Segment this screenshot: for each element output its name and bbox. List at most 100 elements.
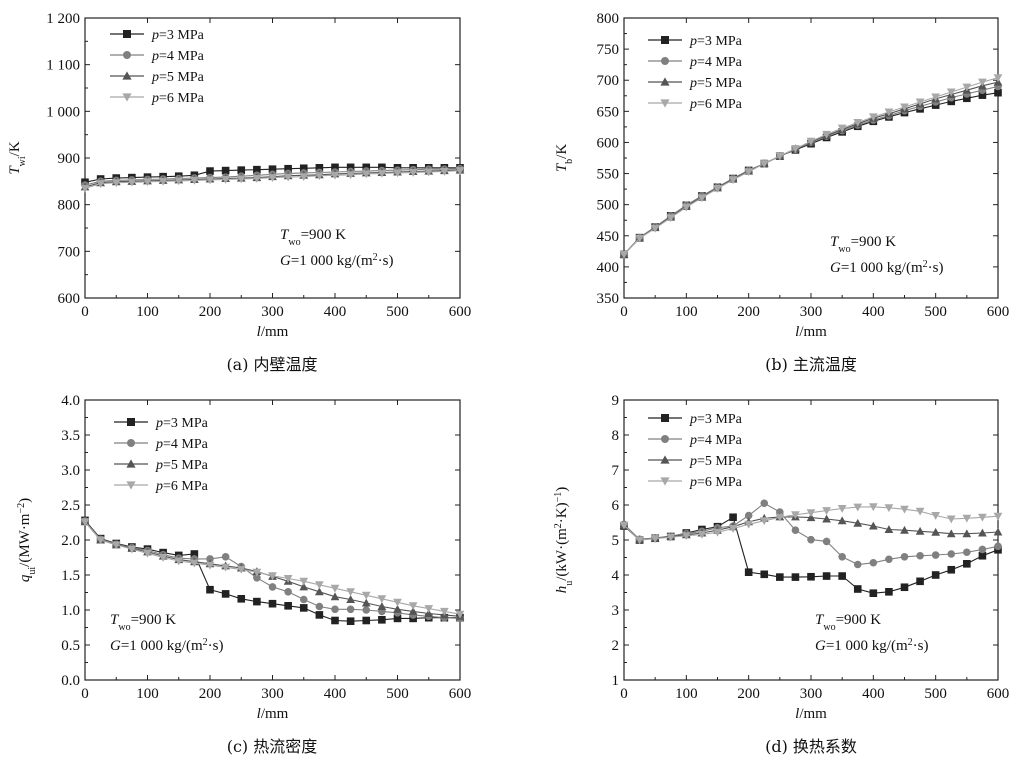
y-tick-label: 1 <box>612 673 620 689</box>
data-point <box>962 529 972 538</box>
data-point <box>993 512 1003 521</box>
data-point <box>838 553 846 561</box>
data-point <box>806 509 816 518</box>
data-point <box>791 573 800 581</box>
data-point <box>221 590 230 598</box>
data-point <box>283 173 293 182</box>
data-point <box>346 163 355 172</box>
annotation: Two=900 K <box>110 612 176 633</box>
data-point <box>331 616 339 625</box>
legend-marker <box>122 93 132 102</box>
data-point <box>283 575 293 583</box>
legend-label: p=5 MPa <box>689 76 743 91</box>
data-point <box>931 571 940 579</box>
series-p-6-mpa <box>619 74 1003 259</box>
x-axis-label: l/mm <box>257 706 289 722</box>
series-line <box>623 516 999 594</box>
data-point <box>853 518 863 527</box>
y-tick-label: 4 <box>612 568 620 584</box>
legend: p=3 MPa p=4 MPa p=5 MPa p=6 MPa <box>648 34 743 112</box>
data-point <box>978 545 987 554</box>
x-tick-label: 300 <box>800 304 823 320</box>
series-p-4-mpa <box>620 82 1002 259</box>
data-point <box>408 168 418 177</box>
legend-marker <box>661 57 669 65</box>
data-point <box>806 513 816 522</box>
data-point <box>315 602 324 611</box>
panel-caption: (b) 主流温度 <box>765 355 857 374</box>
data-point <box>424 609 434 617</box>
data-point <box>268 572 277 581</box>
y-tick-label: 700 <box>597 73 620 89</box>
y-tick-label: 6 <box>612 498 620 514</box>
series-line <box>623 77 999 255</box>
data-point <box>963 560 971 568</box>
y-tick-label: 1 200 <box>46 11 80 27</box>
data-point <box>253 165 261 174</box>
series-p-3-mpa <box>81 516 464 625</box>
data-point <box>931 512 941 520</box>
data-point <box>268 174 277 182</box>
data-point <box>330 584 340 593</box>
x-tick-label: 100 <box>136 304 159 320</box>
x-tick-label: 0 <box>81 686 89 702</box>
data-point <box>946 88 956 97</box>
data-point <box>791 145 800 154</box>
y-tick-label: 800 <box>597 11 620 27</box>
legend-marker <box>123 51 131 59</box>
x-tick-label: 200 <box>199 686 222 702</box>
data-point <box>299 164 308 173</box>
x-tick-label: 500 <box>386 686 409 702</box>
data-point <box>728 524 738 533</box>
data-point <box>713 528 722 537</box>
data-point <box>174 177 184 186</box>
data-point <box>697 530 707 539</box>
data-point <box>221 553 230 561</box>
y-tick-label: 900 <box>58 151 81 167</box>
x-tick-label: 600 <box>987 304 1010 320</box>
legend-label: p=3 MPa <box>151 28 205 43</box>
data-point <box>822 572 831 580</box>
panel-caption: (c) 热流密度 <box>227 737 318 756</box>
data-point <box>158 177 168 186</box>
legend-marker <box>661 36 669 44</box>
chart-panel-b: 0 100 200 300 400 500 600 350 400 450 500 550 600 650… <box>554 11 1009 374</box>
data-point <box>284 588 292 596</box>
data-point <box>963 94 971 103</box>
data-point <box>837 505 847 513</box>
data-point <box>127 545 137 554</box>
data-point <box>776 573 784 581</box>
x-tick-label: 100 <box>675 304 698 320</box>
data-point <box>330 171 340 180</box>
y-tick-label: 3.5 <box>61 428 80 444</box>
x-tick-label: 0 <box>81 304 89 320</box>
y-tick-label: 400 <box>597 260 620 276</box>
data-point <box>377 602 387 610</box>
data-point <box>791 511 800 520</box>
data-point <box>635 536 644 545</box>
data-point <box>299 604 308 612</box>
data-point <box>299 577 309 586</box>
data-point <box>946 529 956 538</box>
data-point <box>635 234 644 243</box>
data-point <box>791 526 800 534</box>
data-point <box>994 542 1002 551</box>
y-tick-label: 7 <box>612 463 620 479</box>
series-line <box>623 92 999 255</box>
data-point <box>962 514 972 523</box>
x-tick-label: 500 <box>386 304 409 320</box>
y-tick-label: 1 100 <box>46 58 80 74</box>
y-axis-label: Twi/K <box>7 141 28 175</box>
data-point <box>143 549 152 558</box>
y-tick-label: 4.0 <box>61 393 80 409</box>
data-point <box>853 503 863 512</box>
annotation: Two=900 K <box>830 234 896 255</box>
y-tick-label: 450 <box>597 229 620 245</box>
data-point <box>868 521 878 530</box>
data-point <box>744 511 753 520</box>
legend-label: p=6 MPa <box>689 97 743 112</box>
y-tick-label: 550 <box>597 167 620 183</box>
x-tick-label: 100 <box>136 686 159 702</box>
legend-label: p=3 MPa <box>689 34 743 49</box>
x-tick-label: 200 <box>737 304 760 320</box>
